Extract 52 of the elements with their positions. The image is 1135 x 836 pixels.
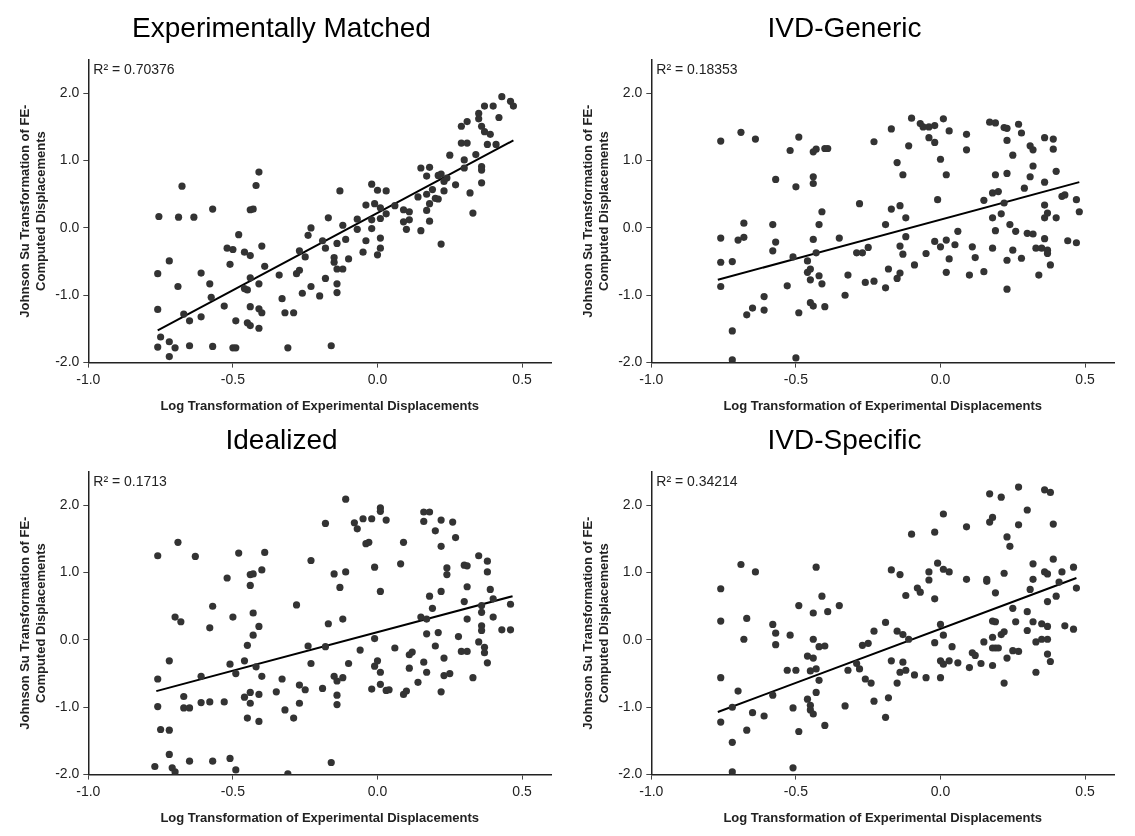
- x-tick-label: -0.5: [220, 370, 246, 387]
- y-tick-label: 1.0: [59, 563, 80, 580]
- x-tick-label: 0.0: [930, 782, 951, 799]
- y-tick-label: 2.0: [622, 84, 643, 101]
- x-axis-title: Log Transformation of Experimental Displacements: [723, 809, 1042, 825]
- chart-title: Experimentally Matched: [132, 11, 431, 43]
- y-tick-label: 1.0: [622, 151, 643, 168]
- chart-title: IVD-Generic: [767, 11, 922, 43]
- x-tick-label: 0.0: [367, 370, 388, 387]
- x-tick-label: -0.5: [220, 782, 246, 799]
- y-axis-title: Johnson Su Transformation of FE-Computed Displacements: [17, 516, 48, 730]
- y-axis-title: Johnson Su Transformation of FE-Computed Displacements: [580, 104, 611, 318]
- y-tick-label: -2.0: [55, 765, 80, 782]
- y-tick-label: 0.0: [622, 218, 643, 235]
- x-tick-label: -0.5: [783, 370, 809, 387]
- x-tick-label: 0.0: [930, 370, 951, 387]
- y-tick-label: -1.0: [618, 698, 643, 715]
- y-tick-label: 1.0: [622, 563, 643, 580]
- y-tick-label: -2.0: [618, 765, 643, 782]
- annotation: R² = 0.34214: [656, 473, 738, 490]
- y-tick-label: 2.0: [59, 496, 80, 513]
- y-tick-label: 0.0: [59, 630, 80, 647]
- chart-title: Idealized: [225, 423, 338, 455]
- x-tick-label: -1.0: [639, 782, 664, 799]
- x-tick-label: 0.5: [512, 782, 533, 799]
- x-tick-label: 0.5: [1075, 370, 1096, 387]
- y-tick-label: -1.0: [55, 698, 80, 715]
- x-tick-label: 0.5: [1075, 782, 1096, 799]
- y-tick-label: -1.0: [55, 286, 80, 303]
- x-tick-label: -1.0: [639, 370, 664, 387]
- y-axis-title: Johnson Su Transformation of FE-Computed Displacements: [580, 516, 611, 730]
- y-tick-label: -2.0: [55, 353, 80, 370]
- chart-title: IVD-Specific: [767, 423, 922, 455]
- annotation: R² = 0.18353: [656, 61, 738, 78]
- y-tick-label: 0.0: [622, 630, 643, 647]
- y-tick-label: 0.0: [59, 218, 80, 235]
- y-tick-label: 1.0: [59, 151, 80, 168]
- y-tick-label: -2.0: [618, 353, 643, 370]
- x-axis-title: Log Transformation of Experimental Displacements: [723, 397, 1042, 413]
- x-tick-label: 0.5: [512, 370, 533, 387]
- x-tick-label: -1.0: [76, 370, 101, 387]
- annotation: R² = 0.1713: [93, 473, 168, 490]
- y-axis-title: Johnson Su Transformation of FE-Computed Displacements: [17, 104, 48, 318]
- x-axis-title: Log Transformation of Experimental Displacements: [160, 809, 479, 825]
- x-axis-title: Log Transformation of Experimental Displacements: [160, 397, 479, 413]
- y-tick-label: -1.0: [618, 286, 643, 303]
- x-tick-label: -1.0: [76, 782, 101, 799]
- y-tick-label: 2.0: [59, 84, 80, 101]
- y-tick-label: 2.0: [622, 496, 643, 513]
- annotation: R² = 0.70376: [93, 61, 175, 78]
- x-tick-label: 0.0: [367, 782, 388, 799]
- x-tick-label: -0.5: [783, 782, 809, 799]
